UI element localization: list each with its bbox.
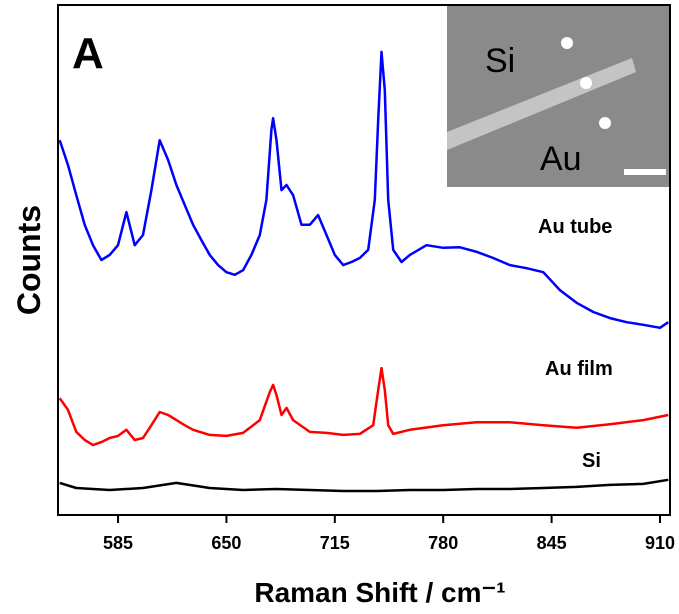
x-tick-label: 650 [211,533,241,553]
annotation: Si [582,450,601,472]
inset-dot [561,37,573,49]
y-axis-label: Counts [11,205,47,315]
inset: Si Au [447,5,669,187]
inset-dot [599,117,611,129]
x-tick-label: 910 [645,533,675,553]
inset-label: Au [540,140,582,178]
annotation: Au film [545,358,613,380]
inset-dot [580,77,592,89]
series-line [59,478,669,493]
x-axis-label: Raman Shift / cm⁻¹ [254,577,505,608]
scale-bar [624,169,666,175]
x-tick-label: 845 [537,533,567,553]
x-tick-label: 585 [103,533,133,553]
annotation: Au tube [538,216,612,238]
series-line [58,50,669,330]
inset-label: Si [485,42,515,80]
panel-label: A [72,29,104,78]
series-line [58,366,669,447]
plot-frame [57,4,671,516]
x-tick-label: 715 [320,533,350,553]
x-tick-label: 780 [428,533,458,553]
